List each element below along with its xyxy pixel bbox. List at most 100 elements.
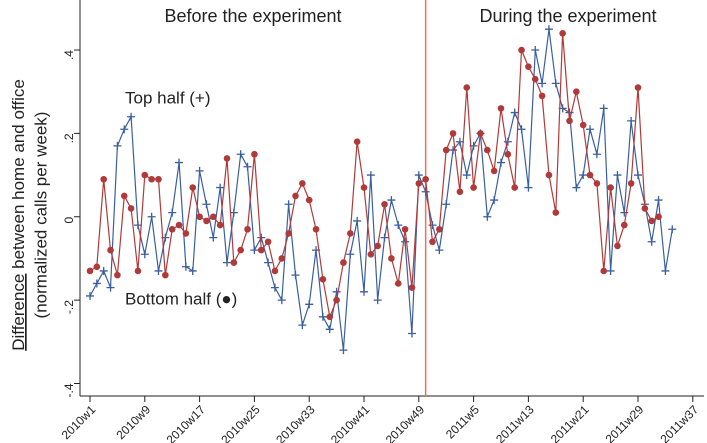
point [531,75,539,83]
point [455,137,464,146]
point [127,112,136,121]
point [305,196,313,204]
point [627,116,636,125]
point [435,246,444,255]
point [162,271,169,279]
point [436,225,443,233]
point [566,117,573,125]
point [490,167,498,175]
point [250,246,259,255]
point [627,180,635,187]
point [614,242,621,250]
point [175,158,184,167]
point [573,88,580,96]
point [518,46,525,54]
y-tick-label: .2 [62,133,76,143]
point [525,63,532,70]
point [223,258,231,267]
point [312,225,320,233]
point [600,267,608,275]
point [586,125,595,134]
point [579,171,588,180]
point [510,108,519,117]
point [243,162,252,171]
point [209,233,218,242]
point [463,84,471,91]
point [202,200,211,209]
point [99,266,108,275]
point [339,346,348,355]
point [599,104,608,113]
point [394,280,402,287]
point [388,255,395,262]
point [284,200,293,209]
point [607,184,614,191]
point [216,221,224,229]
point [490,196,499,205]
point [332,287,341,296]
point [318,312,327,321]
point [552,209,560,216]
point [484,146,491,154]
y-label-rest: between home and office [9,79,28,269]
point [367,250,375,258]
point [168,225,176,233]
point [203,217,210,225]
point [196,213,203,221]
point [641,205,649,212]
point [319,275,327,283]
point [127,205,135,212]
series-label: Top half (+) [125,88,211,107]
point [285,230,292,237]
point [374,242,382,250]
point [634,84,642,91]
series-label: Bottom half (●) [125,289,237,308]
point [298,321,307,330]
point [340,259,347,266]
point [257,233,266,242]
point [647,237,656,246]
point [606,266,615,275]
point [216,183,225,192]
point [380,233,389,242]
point [544,25,553,34]
point [524,183,533,192]
point [299,180,306,187]
point [360,287,368,296]
point [366,171,375,180]
point [277,296,286,305]
point [538,79,547,88]
point [401,237,410,246]
point [270,283,279,292]
point [381,200,388,208]
point [113,141,122,150]
point [593,180,601,187]
point [586,171,594,179]
point [655,213,662,221]
point [223,155,231,162]
point [155,175,162,183]
point [100,175,107,183]
point [449,130,457,137]
point [182,230,190,237]
point [613,171,622,180]
point [168,208,177,217]
point [210,213,217,221]
point [181,262,190,271]
point [86,291,94,300]
point [325,325,334,334]
point [92,279,101,288]
point [86,267,94,275]
y-axis-label: (normalized calls per week) [31,112,50,319]
point [93,263,101,271]
point [407,329,416,338]
point [154,266,163,275]
point [429,238,436,246]
point [134,267,142,275]
point [401,225,409,233]
point [230,259,238,266]
point [394,221,403,230]
point [251,150,258,158]
point [140,250,149,259]
point [559,30,566,37]
